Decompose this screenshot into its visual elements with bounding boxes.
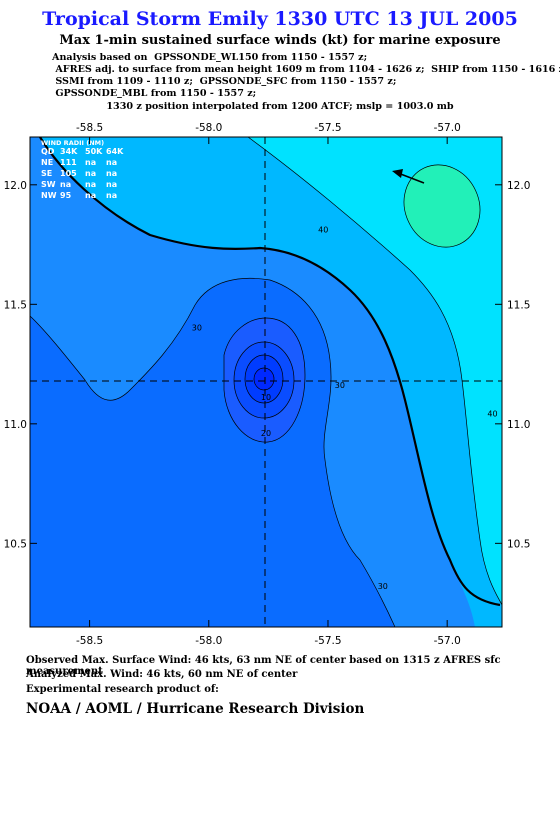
analysis-line: SSMI from 1109 - 1110 z; GPSSONDE_SFC fr… xyxy=(52,76,397,87)
contour-label: 40 xyxy=(487,410,497,419)
radii-cell: SE xyxy=(41,169,52,178)
x-tick-label-top: -58.0 xyxy=(195,122,222,134)
y-tick-label-right: 11.5 xyxy=(507,299,530,311)
y-tick-label-right: 11.0 xyxy=(507,419,530,431)
contour-label: 20 xyxy=(261,429,271,438)
y-tick-label-left: 11.0 xyxy=(4,419,27,431)
wind-radii-table: WIND RADII (NM) QD 34K 50K 64K NE 111 na na SE 10… xyxy=(41,139,124,200)
radii-cell: 34K xyxy=(60,147,78,156)
motion-arrow xyxy=(397,172,425,184)
y-tick-label-left: 11.5 xyxy=(4,299,27,311)
x-tick-label-bottom: -58.0 xyxy=(195,635,222,647)
contour-10 xyxy=(233,341,295,419)
analysis-sources: Analysis based on GPSSONDE_WL150 from 11… xyxy=(52,52,560,100)
analysis-line: AFRES adj. to surface from mean height 1… xyxy=(52,64,560,75)
radii-cell: na xyxy=(106,158,117,167)
radii-cell: 50K xyxy=(85,147,103,156)
contour-40 xyxy=(247,137,502,606)
x-tick-label-top: -58.5 xyxy=(76,122,103,134)
x-tick-label-bottom: -58.5 xyxy=(76,635,103,647)
contour-label-layer: 30 10 20 30 30 40 40 xyxy=(192,226,498,591)
motion-arrow-head-icon xyxy=(392,169,403,178)
contour-label: 30 xyxy=(335,381,345,390)
contour-label: 30 xyxy=(378,582,388,591)
plot-frame xyxy=(29,136,503,628)
y-tick-label-left: 10.5 xyxy=(4,538,27,550)
radii-cell: 95 xyxy=(60,191,72,200)
contour-inner-1 xyxy=(244,354,284,404)
contour-20 xyxy=(223,317,306,443)
radii-cell: NW xyxy=(41,191,57,200)
radii-cell: 111 xyxy=(60,158,77,167)
x-tick-label-top: -57.0 xyxy=(434,122,461,134)
chart-title: Tropical Storm Emily 1330 UTC 13 JUL 200… xyxy=(42,8,518,30)
radii-cell: NE xyxy=(41,158,53,167)
contour-34 xyxy=(39,137,501,607)
analysis-line: GPSSONDE_MBL from 1150 - 1557 z; xyxy=(52,88,257,99)
product-note: Experimental research product of: xyxy=(26,684,219,695)
radii-cell: 64K xyxy=(106,147,124,156)
y-tick-label-right: 12.0 xyxy=(507,180,530,192)
radii-cell: na xyxy=(85,180,96,189)
radii-cell: na xyxy=(85,169,96,178)
max-wind-region xyxy=(403,164,481,248)
contour-fill-group xyxy=(30,137,502,627)
radii-cell: na xyxy=(106,169,117,178)
radii-cell: na xyxy=(85,158,96,167)
radii-cell: 105 xyxy=(60,169,77,178)
contour-label: 10 xyxy=(261,393,271,402)
interpolation-note: 1330 z position interpolated from 1200 A… xyxy=(106,101,454,112)
wind-field-plot: 30 10 20 30 30 40 40 WIND RADII (NM) QD 34K 50K 6… xyxy=(4,122,531,647)
x-tick-label-bottom: -57.5 xyxy=(314,635,341,647)
radii-cell: na xyxy=(85,191,96,200)
contour-30 xyxy=(30,277,396,627)
radii-cell: QD xyxy=(41,147,55,156)
chart-subtitle: Max 1-min sustained surface winds (kt) f… xyxy=(59,33,501,48)
radii-cell: na xyxy=(60,180,71,189)
radii-cell: na xyxy=(106,180,117,189)
axis-ticks: -58.5 -58.5 -58.0 -58.0 -57.5 -57.5 -57.0 -57.0… xyxy=(4,122,531,647)
radii-header: WIND RADII (NM) xyxy=(41,139,104,147)
y-tick-label-left: 12.0 xyxy=(4,180,27,192)
y-tick-label-right: 10.5 xyxy=(507,538,530,550)
organization-name: NOAA / AOML / Hurricane Research Divisio… xyxy=(26,701,365,717)
observed-max-wind: Observed Max. Surface Wind: 46 kts, 63 n… xyxy=(26,655,501,677)
x-tick-label-top: -57.5 xyxy=(314,122,341,134)
band-0-10-inner xyxy=(254,368,274,390)
analysis-line: Analysis based on GPSSONDE_WL150 from 11… xyxy=(52,52,368,63)
x-tick-label-bottom: -57.0 xyxy=(434,635,461,647)
radii-cell: SW xyxy=(41,180,56,189)
analyzed-max-wind: Analyzed Max. Wind: 46 kts, 60 nm NE of … xyxy=(26,669,298,680)
contour-inner-2 xyxy=(253,367,275,391)
radii-cell: na xyxy=(106,191,117,200)
contour-label: 30 xyxy=(192,324,202,333)
contour-label: 40 xyxy=(318,226,328,235)
